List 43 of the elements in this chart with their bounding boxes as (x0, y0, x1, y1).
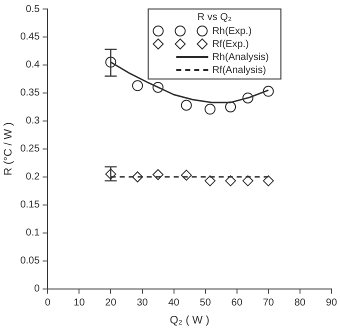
y-tick-label: 0.25 (20, 144, 40, 155)
x-tick-label: 50 (200, 298, 212, 309)
x-tick-label: 70 (262, 298, 274, 309)
point (242, 92, 254, 104)
point (180, 170, 192, 181)
legend-title: R vs Q₂ (197, 12, 232, 23)
x-tick-label: 10 (74, 298, 86, 309)
point (180, 100, 192, 111)
point (262, 86, 274, 97)
x-tick-label: 30 (136, 298, 148, 309)
x-tick-label: 0 (44, 298, 51, 309)
y-tick-label: 0.3 (26, 116, 40, 127)
point (225, 101, 236, 112)
y-tick-label: 0.45 (20, 32, 40, 43)
x-tick-label: 20 (105, 298, 117, 309)
y-tick-label: 0.5 (26, 4, 40, 15)
point (132, 171, 144, 182)
legend-label: Rf(Exp.) (212, 38, 249, 50)
point (242, 175, 254, 186)
legend-label: Rh(Exp.) (212, 26, 252, 37)
point (204, 175, 216, 186)
point (132, 80, 144, 92)
legend-label: Rf(Analysis) (212, 64, 266, 76)
x-axis-title: Q₂ ( W ) (170, 314, 210, 326)
x-tick-label: 60 (231, 298, 243, 309)
y-tick-label: 0 (34, 284, 40, 295)
x-tick-label: 80 (294, 298, 306, 309)
x-tick-label: 90 (326, 298, 338, 309)
y-tick-label: 0.05 (20, 256, 40, 267)
point (105, 56, 116, 68)
y-tick-label: 0.35 (20, 88, 40, 99)
point (204, 104, 216, 115)
x-tick-label: 40 (168, 298, 180, 309)
y-tick-label: 0.2 (26, 172, 40, 183)
point (152, 82, 164, 93)
y-tick-label: 0.15 (20, 200, 40, 211)
point (262, 175, 274, 186)
y-tick-label: 0.4 (26, 60, 40, 71)
point (152, 169, 164, 180)
y-tick-label: 0.1 (26, 228, 40, 239)
y-axis-title: R (°C / W ) (2, 122, 15, 176)
legend-label: Rh(Analysis) (212, 52, 269, 63)
point (225, 175, 236, 186)
